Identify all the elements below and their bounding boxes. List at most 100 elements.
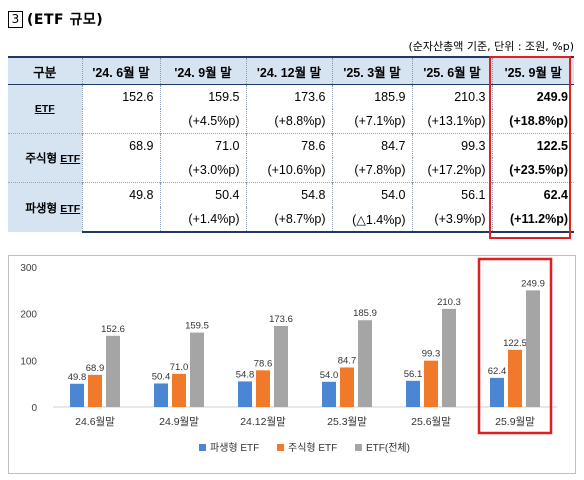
table-cell: 173.6 <box>245 84 332 109</box>
bar <box>340 367 354 407</box>
table-cell <box>81 158 160 183</box>
legend-label: 파생형 ETF <box>210 442 259 454</box>
table-cell: 68.9 <box>81 133 160 158</box>
data-label: 62.4 <box>488 366 507 377</box>
legend-swatch <box>199 444 206 451</box>
y-tick-label: 100 <box>20 356 37 367</box>
table-cell: 152.6 <box>81 84 160 109</box>
legend-swatch <box>277 444 284 451</box>
row-label-text: 파생형 <box>25 202 58 215</box>
table-cell: 54.8 <box>245 182 332 207</box>
table-cell: (△1.4%p) <box>331 207 412 233</box>
table-cell: (+8.8%p) <box>245 109 332 134</box>
bar <box>106 335 120 407</box>
table-cell: (+1.4%p) <box>159 207 246 233</box>
data-label: 78.6 <box>254 358 273 369</box>
etf-size-table: 구분 '24. 6월 말 '24. 9월 말 '24. 12월 말 '25. 3… <box>8 56 574 233</box>
table-cell: 185.9 <box>331 84 412 109</box>
bar <box>70 383 84 407</box>
table-cell: (+7.8%p) <box>331 158 412 183</box>
data-label: 122.5 <box>503 338 527 349</box>
data-label: 173.6 <box>269 314 293 325</box>
bar <box>154 383 168 407</box>
table-header-col: '24. 9월 말 <box>159 56 246 85</box>
unit-note: (순자산총액 기준, 단위 : 조원, %p) <box>408 40 574 53</box>
table-header-category: 구분 <box>8 56 82 85</box>
etf-chart: 0 100 200 300 49.8 68.9 152.6 24.6월말 50.4 71.0 159… <box>8 255 576 474</box>
table-cell: (+10.6%p) <box>245 158 332 183</box>
table-cell-highlight: 249.9 <box>491 84 574 109</box>
table-cell: 210.3 <box>411 84 492 109</box>
table-cell-highlight: 62.4 <box>491 182 574 207</box>
table-cell: 56.1 <box>411 182 492 207</box>
data-label: 54.8 <box>236 369 255 380</box>
table-header-col: '25. 9월 말 <box>491 56 574 85</box>
data-label: 159.5 <box>185 321 209 332</box>
bar <box>490 377 504 407</box>
table-row: ETF 152.6 159.5 173.6 185.9 210.3 249.9 <box>8 84 574 134</box>
table-header-col: '24. 12월 말 <box>245 56 332 85</box>
data-label: 50.4 <box>152 371 171 382</box>
data-label: 185.9 <box>353 308 377 319</box>
bar <box>508 349 522 407</box>
table-cell-highlight: (+18.8%p) <box>491 109 574 134</box>
table-cell: 71.0 <box>159 133 246 158</box>
bar <box>322 381 336 407</box>
category-label: 24.6월말 <box>75 416 115 428</box>
data-label: 152.6 <box>101 324 125 335</box>
bar <box>526 290 540 407</box>
legend-swatch <box>355 444 362 451</box>
category-label: 25.3월말 <box>327 416 367 428</box>
y-tick-label: 200 <box>20 310 37 321</box>
legend-label: ETF(전체) <box>366 442 410 454</box>
bar <box>274 325 288 407</box>
data-label: 84.7 <box>338 355 357 366</box>
bar <box>424 360 438 407</box>
data-label: 68.9 <box>86 363 105 374</box>
table-row: 주식형 ETF 68.9 71.0 78.6 84.7 99.3 122.5 <box>8 133 574 183</box>
table-cell <box>81 207 160 233</box>
table-cell-highlight: 122.5 <box>491 133 574 158</box>
table-header-row: 구분 '24. 6월 말 '24. 9월 말 '24. 12월 말 '25. 3… <box>8 56 574 85</box>
table-cell: (+3.0%p) <box>159 158 246 183</box>
row-label-text: ETF <box>34 103 55 115</box>
data-label: 54.0 <box>320 370 339 381</box>
table-cell: 84.7 <box>331 133 412 158</box>
chart-highlight-box <box>477 257 553 435</box>
row-sublabel-text: ETF <box>60 153 81 165</box>
table-header-col: '25. 6월 말 <box>411 56 492 85</box>
row-label-derivative: 파생형 ETF <box>8 182 82 232</box>
section-title: (ETF 규모) <box>27 12 104 28</box>
row-label-equity: 주식형 ETF <box>8 133 82 183</box>
table-header-col: '25. 3월 말 <box>331 56 412 85</box>
table-row: 파생형 ETF 49.8 50.4 54.8 54.0 56.1 62.4 <box>8 182 574 232</box>
y-tick-label: 0 <box>31 403 37 414</box>
bar <box>358 320 372 407</box>
bar <box>88 374 102 407</box>
category-label: 24.9월말 <box>159 416 199 428</box>
category-label: 25.9월말 <box>495 416 535 428</box>
section-number-box: 3 <box>8 10 23 28</box>
table-cell <box>81 109 160 134</box>
legend-label: 주식형 ETF <box>288 442 337 454</box>
table-row: (+1.4%p) (+8.7%p) (△1.4%p) (+3.9%p) (+11… <box>8 207 574 233</box>
data-label: 99.3 <box>422 349 441 360</box>
table-cell: 50.4 <box>159 182 246 207</box>
data-label: 249.9 <box>521 278 545 289</box>
bar <box>172 373 186 407</box>
table-row: (+3.0%p) (+10.6%p) (+7.8%p) (+17.2%p) (+… <box>8 158 574 183</box>
y-tick-label: 300 <box>20 263 37 274</box>
table-cell: (+8.7%p) <box>245 207 332 233</box>
table-cell-highlight: (+23.5%p) <box>491 158 574 183</box>
data-label: 71.0 <box>170 362 189 373</box>
section-heading: 3 (ETF 규모) <box>8 8 103 30</box>
bar <box>238 381 252 407</box>
category-label: 25.6월말 <box>411 416 451 428</box>
table-cell: 99.3 <box>411 133 492 158</box>
data-label: 56.1 <box>404 369 423 380</box>
table-cell: 159.5 <box>159 84 246 109</box>
table-cell: 78.6 <box>245 133 332 158</box>
bar <box>256 370 270 407</box>
table-cell: (+7.1%p) <box>331 109 412 134</box>
table-cell: (+17.2%p) <box>411 158 492 183</box>
